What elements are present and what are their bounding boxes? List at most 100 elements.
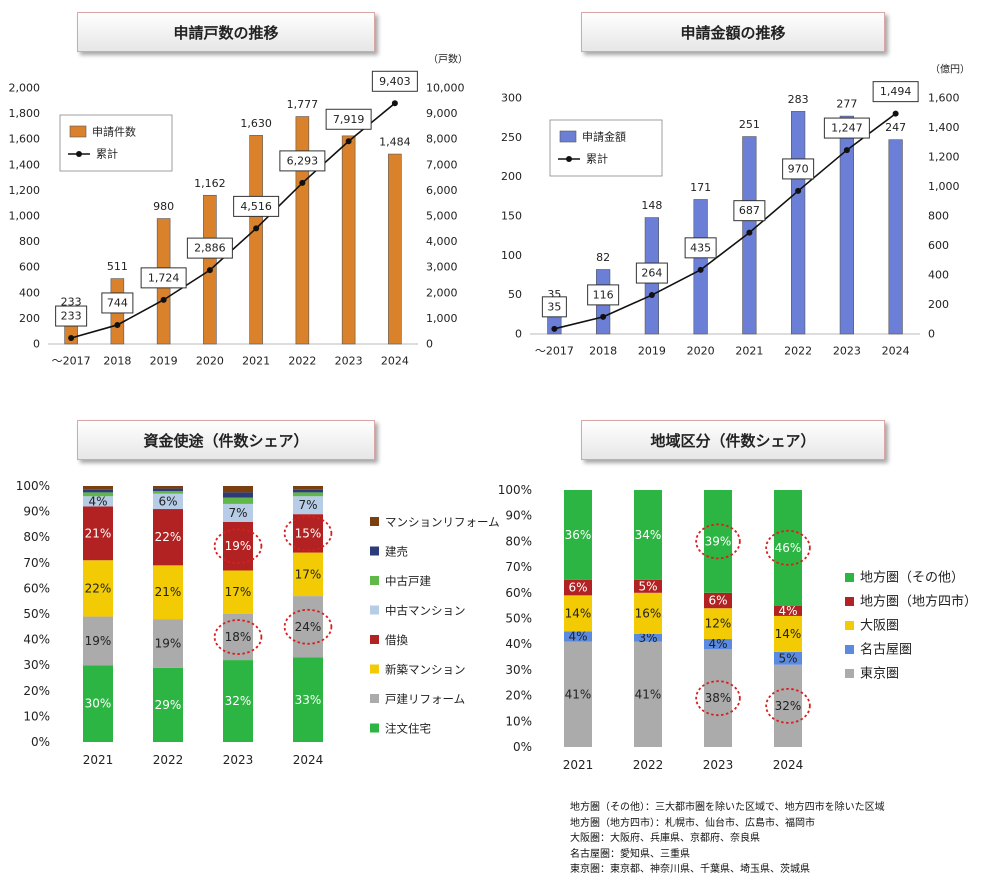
y-tick-label: 90% <box>505 509 532 523</box>
bar <box>388 153 402 345</box>
y-right-tick-label: 5,000 <box>426 210 458 223</box>
legend-swatch <box>370 635 379 644</box>
y-left-tick-label: 150 <box>501 210 522 223</box>
y-tick-label: 80% <box>23 530 50 544</box>
x-tick-label: 2018 <box>589 345 617 358</box>
segment-value-label: 32% <box>225 694 252 708</box>
bar-value-label: 1,484 <box>379 136 411 149</box>
segment-value-label: 15% <box>295 526 322 540</box>
segment-value-label: 4% <box>88 494 107 508</box>
stack-segment <box>293 514 323 553</box>
x-tick-label: 2022 <box>633 758 664 772</box>
stack-segment <box>564 579 592 596</box>
bar <box>790 111 806 335</box>
bar <box>888 139 903 335</box>
segment-value-label: 3% <box>638 631 657 645</box>
legend-swatch <box>845 669 854 678</box>
segment-value-label: 29% <box>155 698 182 712</box>
bar-value-label: 283 <box>788 93 809 106</box>
region-notes: 地方圏（その他）：三大都市圏を除いた区域で、地方四市を除いた区域 地方圏（地方四… <box>570 800 885 878</box>
stack-segment <box>293 486 323 490</box>
legend-label: 中古戸建 <box>385 574 431 588</box>
stack-segment <box>634 490 662 580</box>
y-tick-label: 40% <box>23 633 50 647</box>
legend-swatch <box>370 694 379 703</box>
x-tick-label: 2018 <box>103 355 131 368</box>
x-tick-label: 2021 <box>735 345 763 358</box>
y-right-tick-label: 600 <box>928 239 949 252</box>
cumulative-line <box>70 102 396 339</box>
y-right-tick-label: 1,600 <box>928 92 960 105</box>
y-right-tick-label: 1,200 <box>928 151 960 164</box>
stack-segment <box>634 641 662 747</box>
panel-title-fund-use: 資金使途（件数シェア） <box>77 420 375 460</box>
highlight-circle <box>283 608 333 645</box>
y-right-tick-label: 200 <box>928 298 949 311</box>
stack-segment <box>153 565 183 620</box>
bar <box>249 135 263 345</box>
y-left-tick-label: 600 <box>19 261 40 274</box>
legend-swatch <box>370 546 379 556</box>
y-left-tick-label: 1,400 <box>9 158 41 171</box>
y-right-tick-label: 3,000 <box>426 261 458 274</box>
y-left-tick-label: 800 <box>19 235 40 248</box>
segment-value-label: 14% <box>565 606 592 620</box>
stack-segment <box>564 595 592 632</box>
y-left-tick-label: 1,200 <box>9 184 41 197</box>
legend-swatch-bar <box>559 130 577 143</box>
x-tick-label: 2019 <box>150 355 178 368</box>
cumulative-label-box <box>541 296 567 318</box>
right-axis-unit: （戸数） <box>428 53 468 66</box>
legend-swatch <box>845 645 854 654</box>
stack-segment <box>83 560 113 617</box>
bar-value-label: 277 <box>836 98 857 111</box>
bar-value-label: 171 <box>690 181 711 194</box>
stack-segment <box>153 491 183 494</box>
cumulative-label-box <box>635 262 668 284</box>
legend-label: 地方圏（その他） <box>860 570 964 586</box>
y-tick-label: 10% <box>505 714 532 728</box>
legend-label: 名古屋圏 <box>860 642 912 658</box>
bar-value-label: 247 <box>885 121 906 134</box>
cumulative-point <box>697 266 704 273</box>
legend-label: 建売 <box>385 545 408 559</box>
segment-value-label: 30% <box>85 697 112 711</box>
y-tick-label: 50% <box>505 612 532 626</box>
segment-value-label: 34% <box>635 528 662 542</box>
cumulative-label-box <box>186 237 233 259</box>
segment-value-label: 5% <box>778 651 797 665</box>
legend-label-line: 累計 <box>96 147 118 161</box>
stack-segment <box>153 488 183 492</box>
cumulative-value-label: 1,724 <box>148 271 180 284</box>
stack-segment <box>634 579 662 593</box>
stack-segment <box>293 492 323 497</box>
bar-value-label: 1,777 <box>287 98 319 111</box>
bar-value-label: 1,162 <box>194 177 226 190</box>
cumulative-value-label: 233 <box>61 310 82 323</box>
stack-segment <box>564 490 592 580</box>
y-right-tick-label: 1,400 <box>928 121 960 134</box>
legend-label: 大阪圏 <box>860 619 899 634</box>
bar-value-label: 82 <box>596 251 610 264</box>
legend-label: 地方圏（地方四市） <box>860 594 977 610</box>
segment-value-label: 18% <box>225 630 252 644</box>
stack-segment <box>704 490 732 593</box>
stack-segment <box>774 490 802 606</box>
segment-value-label: 16% <box>635 606 662 620</box>
cumulative-point <box>206 267 213 274</box>
legend-swatch <box>370 664 379 674</box>
cumulative-value-label: 1,247 <box>831 122 863 135</box>
stack-segment <box>223 486 253 493</box>
y-left-tick-label: 0 <box>515 328 522 341</box>
cumulative-point <box>892 110 899 117</box>
y-right-tick-label: 800 <box>928 210 949 223</box>
stack-segment <box>83 506 113 561</box>
stack-segment <box>223 497 253 504</box>
legend-swatch-point <box>566 156 572 162</box>
stack-segment <box>293 552 323 597</box>
segment-value-label: 36% <box>565 528 592 542</box>
segment-value-label: 6% <box>158 494 177 508</box>
cumulative-value-label: 9,403 <box>379 75 411 88</box>
y-tick-label: 100% <box>498 483 532 497</box>
legend-swatch <box>845 597 854 606</box>
